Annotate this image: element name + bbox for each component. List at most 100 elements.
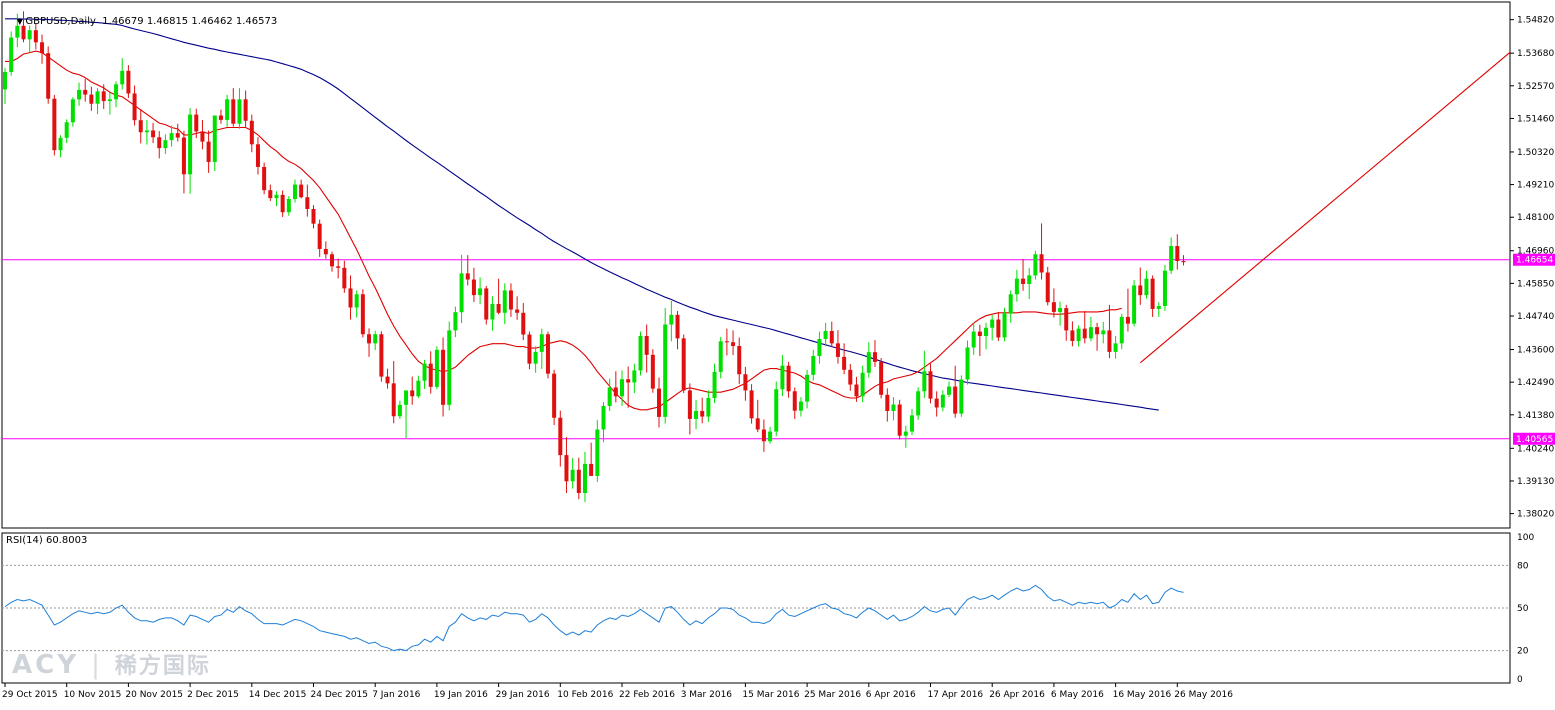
bear-candle bbox=[829, 331, 834, 344]
bull-candle bbox=[15, 25, 20, 38]
x-tick-label: 25 Mar 2016 bbox=[804, 690, 861, 700]
bull-candle bbox=[120, 70, 125, 85]
rsi-pane: 100 80 50 20 0 bbox=[1, 532, 1534, 685]
x-tick-label: 19 Jan 2016 bbox=[434, 690, 488, 700]
bear-candle bbox=[330, 254, 335, 267]
bull-candle bbox=[768, 431, 773, 442]
x-tick-label: 10 Nov 2015 bbox=[64, 690, 122, 700]
bull-candle bbox=[3, 71, 7, 90]
bull-candle bbox=[601, 405, 606, 430]
bull-candle bbox=[502, 290, 507, 313]
bear-candle bbox=[508, 290, 513, 310]
bull-candle bbox=[9, 37, 14, 72]
bull-candle bbox=[582, 463, 587, 494]
bull-candle bbox=[1169, 246, 1174, 271]
bull-candle bbox=[959, 379, 964, 414]
bear-candle bbox=[218, 115, 223, 120]
bear-candle bbox=[761, 429, 766, 442]
bear-candle bbox=[934, 398, 939, 408]
x-tick-label: 6 Apr 2016 bbox=[866, 690, 916, 700]
price-tick-label: 1.40240 bbox=[1517, 444, 1554, 454]
level-label: 1.46654 bbox=[1516, 256, 1553, 266]
bear-candle bbox=[755, 418, 760, 430]
bear-candle bbox=[687, 390, 692, 419]
bear-candle bbox=[724, 341, 729, 343]
bear-candle bbox=[175, 133, 180, 138]
price-tick-label: 1.53680 bbox=[1517, 49, 1554, 59]
bear-candle bbox=[255, 144, 260, 167]
bull-candle bbox=[225, 99, 230, 120]
bear-candle bbox=[132, 93, 137, 121]
bull-candle bbox=[286, 198, 291, 213]
bull-candle bbox=[866, 352, 871, 373]
rsi-line bbox=[4, 584, 1184, 652]
bull-candle bbox=[188, 114, 193, 175]
price-tick-label: 1.51460 bbox=[1517, 114, 1554, 124]
bear-candle bbox=[558, 417, 563, 456]
price-frame bbox=[1, 1, 1511, 529]
bull-candle bbox=[607, 387, 612, 406]
bull-candle bbox=[595, 429, 600, 476]
bear-candle bbox=[854, 384, 859, 397]
bull-candle bbox=[1027, 275, 1032, 284]
bull-candle bbox=[95, 91, 100, 104]
bull-candle bbox=[1033, 254, 1038, 276]
bear-candle bbox=[138, 120, 143, 133]
bull-candle bbox=[909, 415, 914, 432]
bear-candle bbox=[1082, 328, 1087, 339]
bull-candle bbox=[533, 351, 538, 364]
bear-candle bbox=[1181, 261, 1186, 263]
bull-candle bbox=[478, 288, 483, 296]
bull-candle bbox=[1113, 343, 1118, 352]
bear-candle bbox=[644, 336, 649, 355]
price-tick-label: 1.38020 bbox=[1517, 510, 1554, 520]
bull-candle bbox=[663, 324, 668, 417]
bull-candle bbox=[459, 273, 464, 313]
bear-candle bbox=[317, 223, 322, 249]
bear-candle bbox=[391, 383, 396, 417]
bull-candle bbox=[27, 30, 32, 40]
bull-candle bbox=[1132, 285, 1137, 324]
bear-candle bbox=[842, 356, 847, 370]
ohlc-label: 1.46679 1.46815 1.46462 1.46573 bbox=[102, 16, 278, 27]
bull-candle bbox=[237, 99, 242, 124]
bear-candle bbox=[1138, 285, 1143, 296]
fast-moving-average-line bbox=[5, 50, 1122, 411]
bear-candle bbox=[249, 120, 254, 145]
bear-candle bbox=[428, 363, 433, 387]
dropdown-arrow-icon[interactable]: ▼ bbox=[16, 17, 26, 26]
bull-candle bbox=[718, 341, 723, 372]
price-tick-label: 1.41380 bbox=[1517, 411, 1554, 421]
x-axis: 29 Oct 2015 10 Nov 2015 20 Nov 2015 2 Dec 2… bbox=[2, 683, 1233, 700]
bull-candle bbox=[1002, 313, 1007, 338]
bull-candle bbox=[70, 99, 75, 123]
rsi-tick-label: 20 bbox=[1517, 647, 1529, 657]
level-label-box bbox=[1513, 253, 1555, 266]
bear-candle bbox=[626, 379, 631, 383]
bull-candle bbox=[292, 184, 297, 199]
bear-candle bbox=[496, 303, 501, 313]
bull-candle bbox=[798, 401, 803, 411]
bear-candle bbox=[589, 463, 594, 476]
bear-candle bbox=[885, 394, 890, 411]
bear-candle bbox=[471, 279, 476, 296]
bull-candle bbox=[694, 410, 699, 419]
bull-candle bbox=[1088, 327, 1093, 339]
bear-candle bbox=[262, 166, 267, 191]
bear-candle bbox=[576, 469, 581, 494]
bull-candle bbox=[940, 394, 945, 408]
bull-candle bbox=[774, 389, 779, 432]
bear-candle bbox=[1051, 302, 1056, 312]
bear-candle bbox=[83, 89, 88, 95]
bull-candle bbox=[539, 334, 544, 352]
price-tick-label: 1.42490 bbox=[1517, 378, 1554, 388]
bear-candle bbox=[552, 373, 557, 418]
watermark-logo: ACY | 稀方国际 bbox=[12, 650, 211, 680]
bear-candle bbox=[749, 390, 754, 419]
x-tick-label: 24 Dec 2015 bbox=[311, 690, 369, 700]
x-tick-label: 10 Feb 2016 bbox=[557, 690, 613, 700]
bear-candle bbox=[379, 334, 384, 377]
bear-candle bbox=[977, 331, 982, 337]
x-tick-label: 16 May 2016 bbox=[1113, 690, 1172, 700]
